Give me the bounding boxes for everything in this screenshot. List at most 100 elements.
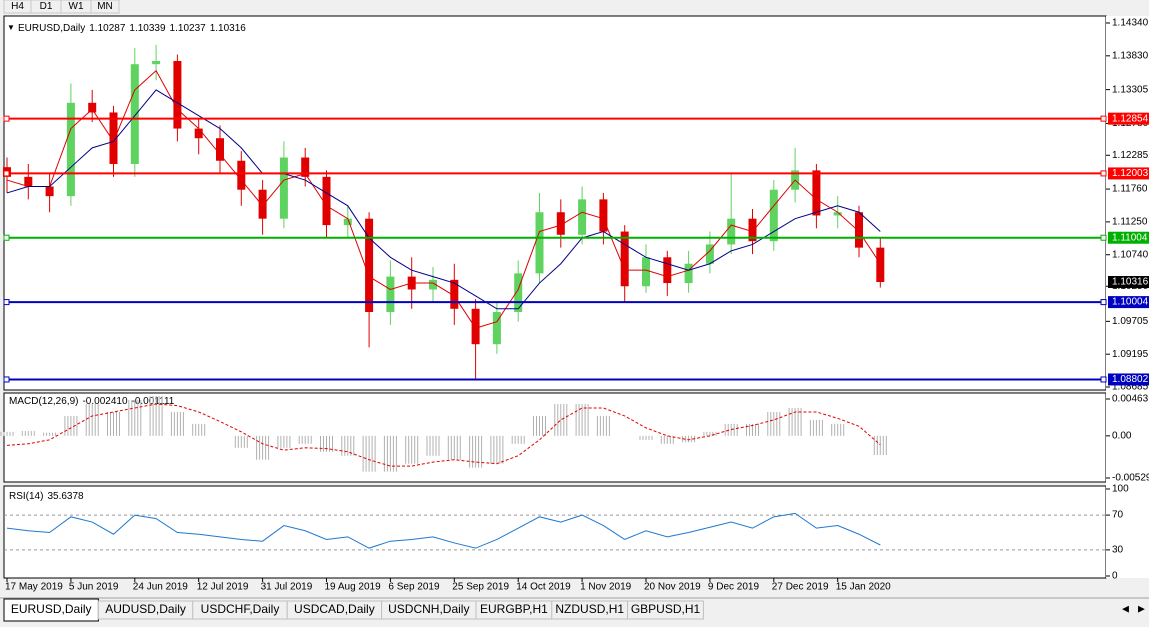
symbol-tab-label[interactable]: AUDUSD,Daily: [105, 602, 186, 616]
y-tick-label: 1.11250: [1112, 217, 1148, 228]
symbol-tab-label[interactable]: USDCHF,Daily: [201, 602, 280, 616]
level-handle: [1100, 299, 1107, 306]
panel-header: EURUSD,Daily 1.10287 1.10339 1.10237 1.10316: [18, 23, 246, 34]
price-label: 1.10316: [1112, 277, 1149, 288]
x-tick-label: 1 Nov 2019: [580, 582, 632, 593]
y-tick-label: 1.10740: [1112, 249, 1149, 260]
candle-body: [322, 176, 331, 226]
level-tag: [1108, 373, 1149, 386]
candle-body: [727, 218, 736, 245]
candle-body: [471, 308, 480, 345]
rsi-panel: [3, 485, 1107, 579]
symbol-tab-label[interactable]: GBPUSD,H1: [631, 602, 701, 616]
macd-signal: [6, 403, 881, 467]
x-tick-label: 31 Jul 2019: [261, 582, 313, 593]
symbol-tab-label[interactable]: EURGBP,H1: [480, 602, 548, 616]
x-tick-label: 17 May 2019: [5, 582, 63, 593]
y-tick-label: 1.13305: [1112, 84, 1149, 95]
level-tag: [1108, 112, 1149, 125]
candle-body: [237, 160, 246, 190]
y-tick-label: 100: [1112, 484, 1129, 495]
candle-body: [66, 102, 75, 197]
candle-body: [876, 247, 885, 283]
candle-body: [663, 257, 672, 284]
y-tick-label: 0.00463: [1112, 394, 1149, 405]
candle-body: [684, 263, 693, 284]
level-handle: [3, 234, 10, 241]
candle-body: [599, 199, 608, 232]
level-handle: [3, 376, 10, 383]
candle-body: [173, 60, 182, 129]
scroll-right[interactable]: ▶: [1138, 603, 1145, 613]
candle-body: [216, 138, 224, 161]
level-handle: [1100, 170, 1107, 177]
level-tag: [1108, 167, 1149, 180]
candle-body: [152, 60, 161, 65]
x-tick-label: 25 Sep 2019: [452, 582, 509, 593]
level-handle: [3, 299, 10, 306]
timeframe-label[interactable]: H4: [11, 1, 24, 12]
symbol-tab[interactable]: [627, 600, 704, 620]
timeframe-label[interactable]: W1: [69, 1, 84, 12]
price-panel: [3, 15, 1107, 391]
candle-body: [45, 186, 54, 197]
panel-title: RSI(14): [9, 491, 43, 502]
level-label: 1.10004: [1112, 297, 1149, 308]
x-tick-label: 5 Jun 2019: [69, 582, 119, 593]
candle-body: [705, 244, 714, 264]
ohlc-value: 1.10339: [129, 23, 166, 34]
y-tick-label: 30: [1112, 545, 1124, 556]
candle-body: [535, 212, 544, 274]
candle-body: [769, 189, 778, 242]
price-tag: [1108, 276, 1149, 289]
indicator-value: 35.6378: [47, 491, 84, 502]
candle-body: [514, 273, 523, 313]
candle-body: [301, 157, 310, 177]
y-tick-label: 0.00: [1112, 430, 1132, 441]
y-tick-label: 1.09705: [1112, 316, 1149, 327]
level-handle: [1100, 376, 1107, 383]
candle-body: [88, 102, 97, 113]
candle-body: [578, 199, 587, 235]
panel-header: RSI(14) 35.6378: [9, 491, 84, 502]
y-tick-label: 1.14340: [1112, 18, 1149, 29]
level-handle: [3, 115, 10, 122]
timeframe-label[interactable]: MN: [97, 1, 113, 12]
x-tick-label: 6 Sep 2019: [388, 582, 440, 593]
level-label: 1.11004: [1112, 232, 1148, 243]
scroll-left[interactable]: ◀: [1122, 603, 1129, 613]
candle-body: [258, 189, 267, 219]
level-label: 1.12003: [1112, 168, 1149, 179]
ohlc-value: 1.10237: [170, 23, 207, 34]
candle-body: [130, 64, 139, 164]
candle-body: [642, 257, 650, 287]
x-tick-label: 15 Jan 2020: [836, 582, 891, 593]
level-label: 1.08802: [1112, 374, 1149, 385]
x-tick-label: 14 Oct 2019: [516, 582, 571, 593]
candle-body: [450, 279, 459, 309]
symbol-tab-label[interactable]: NZDUSD,H1: [555, 602, 624, 616]
candle-body: [386, 276, 395, 313]
level-handle: [1100, 115, 1107, 122]
ohlc-value: 1.10316: [210, 23, 247, 34]
rsi-line: [6, 512, 881, 549]
y-tick-label: 1.09195: [1112, 349, 1149, 360]
candle-body: [620, 231, 629, 287]
y-tick-label: 70: [1112, 510, 1124, 521]
timeframe-label[interactable]: D1: [40, 1, 53, 12]
level-tag: [1108, 296, 1149, 309]
x-tick-label: 20 Nov 2019: [644, 582, 701, 593]
symbol-tab-label[interactable]: EURUSD,Daily: [11, 602, 92, 616]
candle-body: [748, 218, 757, 242]
symbol-tab-label[interactable]: USDCNH,Daily: [388, 602, 469, 616]
candle-body: [343, 218, 352, 226]
x-tick-label: 9 Dec 2019: [708, 582, 760, 593]
x-tick-label: 12 Jul 2019: [197, 582, 249, 593]
candle-body: [556, 212, 565, 235]
level-handle: [1100, 234, 1107, 241]
moving-average: [6, 89, 881, 310]
timeframe-button[interactable]: [90, 0, 120, 14]
symbol-tab-label[interactable]: USDCAD,Daily: [294, 602, 375, 616]
candle-body: [833, 212, 842, 216]
